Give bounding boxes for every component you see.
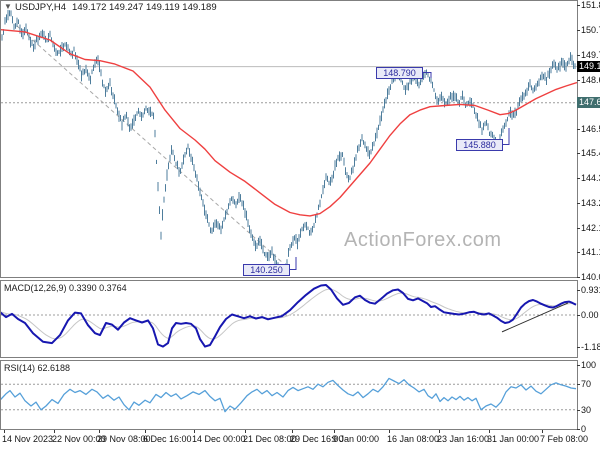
macd-name: MACD(12,26,9): [4, 283, 67, 293]
current-price-box: 149.189: [577, 61, 600, 73]
rsi-axis-label: 100: [581, 360, 597, 370]
macd-axis-label: 0.00: [581, 310, 599, 320]
time-axis-label: 9 Jan 00:00: [332, 433, 380, 444]
time-axis-label: 23 Jan 16:00: [437, 433, 490, 444]
time-axis-label: 14 Dec 00:00: [192, 433, 246, 444]
chart-title: USDJPY,H4 149.172 149.247 149.119 149.189: [15, 2, 217, 13]
axis-tick: [245, 430, 246, 433]
axis-tick: [577, 178, 580, 180]
axis-tick: [99, 430, 100, 433]
axis-tick: [577, 409, 580, 411]
time-axis-label: 21 Dec 08:00: [243, 433, 297, 444]
price-axis-label: 151.870: [581, 0, 600, 10]
time-axis-label: 29 Nov 08:00: [97, 433, 151, 444]
rsi-axis-label: 30: [581, 404, 592, 415]
price-axis-label: 140.050: [581, 271, 600, 282]
axis-tick: [577, 276, 580, 278]
price-axis-label: 142.180: [581, 222, 600, 233]
macd-axis-label: 0.9316: [581, 285, 600, 296]
axis-tick: [577, 227, 580, 229]
price-axis-label: 144.340: [581, 173, 600, 184]
axis-tick: [292, 430, 293, 433]
axis-tick: [577, 79, 580, 81]
axis-tick: [577, 429, 580, 430]
price-axis-label: 148.630: [581, 74, 600, 85]
axis-tick: [577, 252, 580, 254]
chart-title-ohlc: 149.172 149.247 149.119 149.189: [72, 2, 217, 13]
axis-tick: [334, 430, 335, 433]
axis-tick: [577, 290, 580, 292]
axis-tick: [4, 430, 5, 433]
macd-current-values: 0.3390 0.3764: [69, 283, 127, 293]
axis-tick: [54, 430, 55, 433]
axis-tick: [577, 5, 580, 6]
price-marker-label[interactable]: 140.250: [243, 264, 290, 276]
price-axis-label: 141.130: [581, 247, 600, 258]
symbol-dropdown-icon[interactable]: ▼: [4, 2, 12, 11]
rsi-current-value: 62.6188: [37, 363, 71, 373]
price-marker-label[interactable]: 148.790: [376, 67, 423, 79]
price-axis-label: 145.420: [581, 148, 600, 159]
time-axis-label: 22 Nov 00:00: [52, 433, 106, 444]
time-axis-label: 14 Nov 2023: [2, 433, 54, 444]
price-axis-label: 150.790: [581, 24, 600, 35]
time-axis-label: 6 Dec 16:00: [143, 433, 192, 444]
rsi-axis-label: 70: [581, 379, 592, 390]
chart-title-symbol: USDJPY,H4: [15, 2, 67, 13]
macd-indicator-label: MACD(12,26,9) 0.3390 0.3764: [4, 283, 127, 293]
price-marker-label[interactable]: 145.880: [456, 139, 503, 151]
time-axis-label: 29 Dec 16:00: [290, 433, 344, 444]
axis-tick: [577, 315, 580, 316]
axis-tick: [489, 430, 490, 433]
price-axis-label: 143.260: [581, 198, 600, 209]
rsi-indicator-label: RSI(14) 62.6188: [4, 363, 70, 373]
axis-tick: [577, 54, 580, 56]
axis-tick: [577, 203, 580, 205]
price-axis-label: 149.710: [581, 49, 600, 60]
axis-tick: [389, 430, 390, 433]
axis-tick: [145, 430, 146, 433]
axis-tick: [577, 365, 580, 366]
axis-tick: [577, 29, 580, 31]
time-axis-label: 31 Jan 00:00: [487, 433, 540, 444]
time-axis-label: 16 Jan 08:00: [387, 433, 440, 444]
marked-level-box: 147.620: [577, 97, 600, 109]
watermark: ActionForex.com: [344, 229, 502, 251]
macd-axis-label: -1.1811: [581, 341, 600, 352]
rsi-name: RSI(14): [4, 363, 36, 373]
axis-tick: [577, 153, 580, 155]
time-axis-label: 7 Feb 08:00: [540, 433, 589, 444]
price-axis-label: 146.500: [581, 123, 600, 134]
rsi-axis-label: 0: [581, 424, 587, 434]
axis-tick: [577, 128, 580, 130]
axis-tick: [439, 430, 440, 433]
macd-panel[interactable]: [0, 280, 578, 358]
axis-tick: [577, 384, 580, 386]
axis-tick: [194, 430, 195, 433]
main-price-panel[interactable]: [0, 0, 578, 278]
axis-tick: [542, 430, 543, 433]
axis-tick: [577, 346, 580, 348]
rsi-panel[interactable]: [0, 360, 578, 430]
